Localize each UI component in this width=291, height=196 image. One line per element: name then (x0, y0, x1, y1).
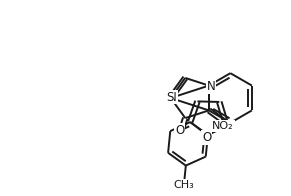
Text: O: O (175, 124, 184, 137)
Text: CH₃: CH₃ (174, 180, 194, 190)
Text: S: S (166, 91, 173, 103)
Text: N: N (168, 91, 177, 103)
Text: NO₂: NO₂ (212, 121, 234, 131)
Text: N: N (207, 80, 215, 93)
Text: O: O (202, 131, 211, 144)
